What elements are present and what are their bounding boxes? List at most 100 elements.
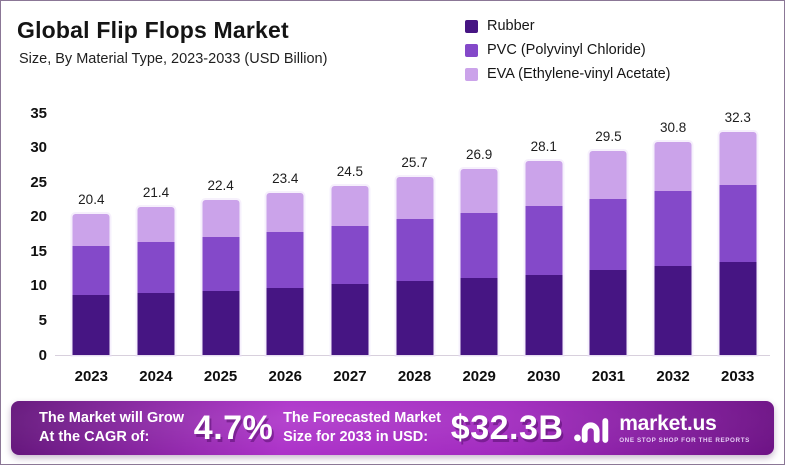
bar-column: 28.1 2030 (511, 113, 576, 385)
bar-segment-eva (72, 213, 110, 247)
x-tick-label: 2029 (462, 368, 496, 385)
bar-segment-pvc (719, 184, 757, 263)
bar-segment-rubber (72, 294, 110, 355)
bar-total-label: 28.1 (530, 138, 557, 154)
page-subtitle: Size, By Material Type, 2023-2033 (USD B… (19, 51, 328, 67)
x-tick-label: 2030 (527, 368, 561, 385)
y-tick-label: 10 (30, 277, 47, 295)
bar-column: 25.7 2028 (382, 113, 447, 385)
bar-segment-pvc (137, 242, 175, 294)
bar-segment-pvc (654, 191, 692, 266)
y-tick-label: 35 (30, 104, 47, 122)
legend-label: EVA (Ethylene-vinyl Acetate) (487, 66, 671, 82)
bar-segment-rubber (589, 269, 627, 355)
stacked-bar (719, 131, 757, 355)
y-tick-label: 0 (38, 346, 47, 364)
x-tick-label: 2028 (397, 368, 432, 385)
legend-swatch-icon (465, 19, 478, 33)
y-tick-label: 25 (30, 173, 47, 191)
legend-swatch-icon (465, 43, 478, 57)
bar-segment-pvc (396, 218, 434, 282)
x-tick-label: 2027 (333, 368, 367, 385)
bar-column: 23.4 2026 (253, 113, 318, 385)
bar-segment-rubber (719, 262, 757, 355)
bar-segment-eva (331, 185, 369, 226)
cagr-label: The Market will Grow At the CAGR of: (39, 409, 184, 447)
bar-total-label: 22.4 (207, 178, 234, 194)
bar-segment-rubber (525, 274, 563, 355)
bar-segment-rubber (137, 293, 175, 355)
stacked-bar (396, 177, 434, 355)
stacked-bar (460, 169, 498, 355)
bar-segment-rubber (266, 287, 304, 355)
bar-segment-eva (396, 177, 434, 219)
bar-segment-eva (266, 193, 304, 232)
bar-segment-rubber (460, 278, 498, 355)
bar-segment-pvc (331, 225, 369, 285)
bar-column: 29.5 2031 (576, 113, 641, 385)
bar-column: 20.4 2023 (59, 113, 124, 385)
brand-text: market.us ONE STOP SHOP FOR THE REPORTS (619, 413, 750, 444)
bar-segment-rubber (202, 290, 240, 355)
bar-total-label: 26.9 (466, 147, 493, 163)
bar-total-label: 30.8 (659, 120, 687, 136)
y-tick-label: 15 (30, 242, 47, 260)
x-tick-label: 2025 (203, 368, 238, 385)
cagr-label-line1: The Market will Grow (39, 410, 185, 427)
bar-segment-eva (719, 131, 757, 185)
bar-segment-pvc (72, 246, 110, 295)
bar-segment-pvc (266, 231, 304, 288)
stacked-bar (331, 185, 369, 355)
bar-segment-eva (137, 207, 175, 243)
forecast-label-line1: The Forecasted Market (283, 410, 442, 427)
legend-item: PVC (Polyvinyl Chloride) (465, 38, 671, 62)
legend-swatch-icon (465, 67, 478, 81)
x-tick-label: 2032 (656, 368, 690, 385)
forecast-value: $32.3B (450, 408, 564, 447)
bar-column: 22.4 2025 (188, 113, 253, 385)
y-tick-label: 5 (38, 311, 47, 329)
bar-total-label: 21.4 (142, 185, 170, 201)
forecast-label: The Forecasted Market Size for 2033 in U… (283, 409, 441, 447)
brand-tagline: ONE STOP SHOP FOR THE REPORTS (619, 436, 750, 444)
forecast-label-line2: Size for 2033 in USD: (283, 429, 429, 445)
bar-chart-plot: 20.4 2023 21.4 2024 22.4 2025 23.4 2026 24.5 2027… (59, 109, 770, 385)
stacked-bar (589, 151, 627, 355)
bar-segment-pvc (202, 236, 240, 291)
bar-column: 24.5 2027 (318, 113, 383, 385)
bar-segment-eva (525, 160, 563, 207)
stacked-bar (72, 213, 110, 355)
y-axis: 0 5 10 15 20 25 30 35 (1, 105, 47, 364)
bar-segment-pvc (525, 206, 563, 275)
y-tick-label: 30 (30, 139, 47, 157)
stacked-bar (266, 193, 304, 355)
footer-banner: The Market will Grow At the CAGR of: 4.7… (11, 401, 774, 455)
bar-column: 32.3 2033 (705, 109, 770, 385)
legend-label: PVC (Polyvinyl Chloride) (487, 42, 646, 58)
stacked-bar (654, 142, 692, 355)
bar-segment-eva (202, 200, 240, 237)
bar-total-label: 23.4 (272, 171, 299, 187)
x-tick-label: 2031 (591, 368, 626, 385)
cagr-label-line2: At the CAGR of: (39, 429, 150, 445)
bar-total-label: 32.3 (724, 109, 751, 125)
bar-segment-rubber (331, 284, 369, 355)
legend-item: EVA (Ethylene-vinyl Acetate) (465, 62, 671, 86)
stacked-bar (137, 207, 175, 355)
bar-total-label: 29.5 (595, 129, 622, 145)
bar-column: 26.9 2029 (447, 113, 512, 385)
bar-segment-rubber (396, 281, 434, 355)
bar-total-label: 25.7 (401, 155, 428, 171)
bar-total-label: 20.4 (78, 191, 105, 207)
stacked-bar (525, 160, 563, 355)
bar-total-label: 24.5 (336, 163, 364, 179)
stacked-bar (202, 200, 240, 355)
x-tick-label: 2024 (139, 368, 173, 385)
bar-column: 30.8 2032 (641, 113, 706, 385)
bar-segment-eva (460, 169, 498, 213)
x-tick-label: 2033 (721, 368, 755, 385)
x-tick-label: 2023 (74, 368, 108, 385)
bar-segment-eva (654, 142, 692, 192)
bar-segment-eva (589, 151, 627, 199)
